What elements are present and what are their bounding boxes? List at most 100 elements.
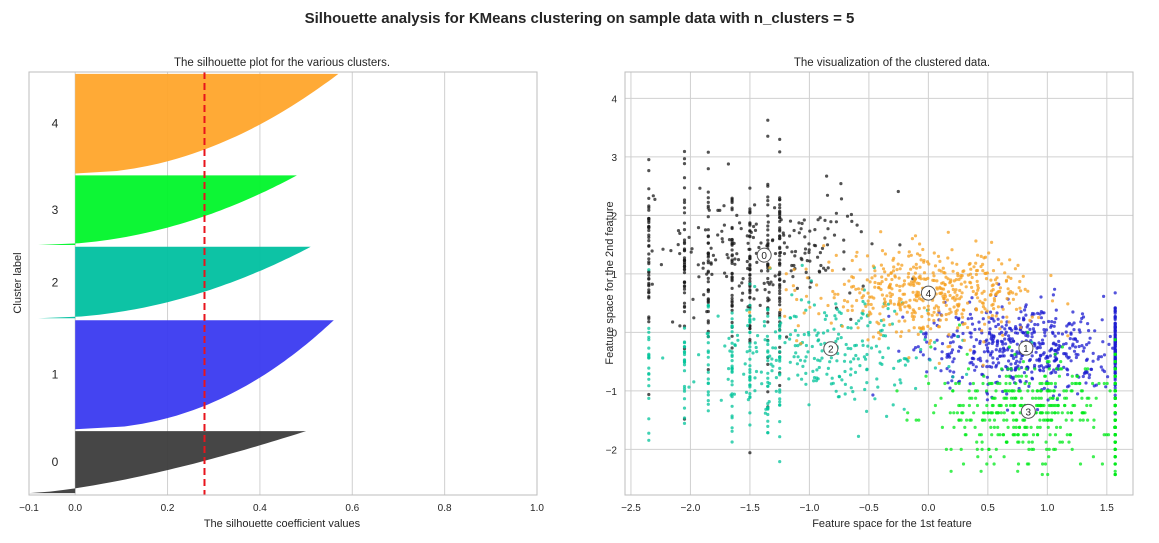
scatter-point-cluster-3 xyxy=(1029,425,1033,429)
scatter-point-cluster-4 xyxy=(924,277,928,281)
scatter-point-cluster-3 xyxy=(1091,381,1095,386)
scatter-point-cluster-0 xyxy=(706,259,710,263)
scatter-point-cluster-1 xyxy=(1108,334,1112,339)
scatter-point-cluster-0 xyxy=(842,238,846,242)
scatter-point-cluster-2 xyxy=(730,370,734,374)
scatter-point-cluster-4 xyxy=(860,287,864,291)
scatter-x-tick-label: −0.5 xyxy=(859,503,879,514)
scatter-point-cluster-2 xyxy=(647,396,651,400)
scatter-point-cluster-3 xyxy=(1097,381,1101,386)
scatter-point-cluster-4 xyxy=(907,356,911,360)
scatter-point-cluster-4 xyxy=(932,306,937,310)
scatter-point-cluster-0 xyxy=(730,226,734,231)
scatter-plot-frame xyxy=(624,71,1134,496)
scatter-point-cluster-0 xyxy=(730,272,734,276)
scatter-point-cluster-0 xyxy=(823,236,827,240)
scatter-point-cluster-3 xyxy=(1039,403,1043,408)
scatter-point-cluster-2 xyxy=(706,349,710,353)
scatter-point-cluster-4 xyxy=(918,265,922,269)
scatter-point-cluster-0 xyxy=(682,198,687,202)
scatter-point-cluster-0 xyxy=(721,240,725,244)
scatter-point-cluster-0 xyxy=(722,223,726,227)
scatter-point-cluster-2 xyxy=(903,363,907,367)
scatter-point-cluster-2 xyxy=(751,351,755,355)
scatter-point-cluster-0 xyxy=(682,211,687,215)
scatter-point-cluster-0 xyxy=(682,186,687,190)
scatter-point-cluster-1 xyxy=(1073,345,1078,349)
scatter-point-cluster-3 xyxy=(1113,396,1117,400)
scatter-x-tick-label: −1.5 xyxy=(740,503,760,514)
scatter-point-cluster-0 xyxy=(839,197,844,201)
scatter-point-cluster-0 xyxy=(706,276,710,280)
scatter-point-cluster-0 xyxy=(682,200,687,205)
scatter-point-cluster-0 xyxy=(678,324,682,328)
scatter-point-cluster-4 xyxy=(1023,287,1027,291)
scatter-point-cluster-0 xyxy=(647,276,651,281)
scatter-point-cluster-0 xyxy=(896,189,900,194)
scatter-point-cluster-2 xyxy=(766,419,770,423)
scatter-point-cluster-1 xyxy=(950,379,954,383)
scatter-point-cluster-2 xyxy=(730,383,734,387)
scatter-point-cluster-2 xyxy=(647,330,651,334)
scatter-point-cluster-0 xyxy=(807,248,811,252)
scatter-point-cluster-4 xyxy=(886,273,890,277)
scatter-point-cluster-2 xyxy=(866,344,870,348)
scatter-point-cluster-2 xyxy=(682,369,687,373)
scatter-point-cluster-1 xyxy=(933,347,937,351)
scatter-point-cluster-3 xyxy=(1046,411,1050,415)
scatter-point-cluster-1 xyxy=(1050,320,1054,324)
scatter-point-cluster-1 xyxy=(1003,337,1007,341)
scatter-point-cluster-0 xyxy=(766,203,770,207)
scatter-point-cluster-3 xyxy=(1007,345,1012,349)
scatter-point-cluster-0 xyxy=(849,317,853,321)
scatter-point-cluster-4 xyxy=(909,283,913,287)
scatter-point-cluster-1 xyxy=(1052,324,1056,328)
scatter-point-cluster-1 xyxy=(913,346,918,350)
scatter-point-cluster-4 xyxy=(946,290,951,294)
scatter-point-cluster-0 xyxy=(755,288,759,292)
scatter-point-cluster-4 xyxy=(819,296,823,300)
scatter-point-cluster-4 xyxy=(878,312,882,316)
scatter-point-cluster-0 xyxy=(647,270,651,275)
scatter-point-cluster-4 xyxy=(817,312,821,316)
scatter-point-cluster-4 xyxy=(902,279,907,283)
scatter-point-cluster-4 xyxy=(832,296,836,300)
scatter-point-cluster-0 xyxy=(682,284,687,288)
scatter-point-cluster-3 xyxy=(1060,345,1064,349)
scatter-point-cluster-0 xyxy=(766,280,770,284)
scatter-point-cluster-0 xyxy=(690,247,694,251)
scatter-point-cluster-0 xyxy=(682,287,687,291)
scatter-point-cluster-3 xyxy=(1004,389,1008,393)
scatter-point-cluster-4 xyxy=(976,283,980,287)
scatter-point-cluster-1 xyxy=(970,322,975,326)
scatter-point-cluster-1 xyxy=(919,350,923,354)
scatter-point-cluster-1 xyxy=(1085,343,1089,347)
scatter-point-cluster-4 xyxy=(987,251,991,255)
scatter-point-cluster-4 xyxy=(922,260,926,264)
scatter-point-cluster-0 xyxy=(647,281,651,285)
scatter-point-cluster-3 xyxy=(1052,389,1056,393)
scatter-point-cluster-2 xyxy=(896,359,901,363)
scatter-point-cluster-0 xyxy=(647,228,651,233)
scatter-point-cluster-0 xyxy=(647,235,651,239)
scatter-point-cluster-4 xyxy=(981,305,985,309)
scatter-point-cluster-2 xyxy=(755,350,759,354)
scatter-point-cluster-4 xyxy=(877,331,881,335)
scatter-point-cluster-2 xyxy=(733,343,737,348)
scatter-point-cluster-2 xyxy=(730,440,734,444)
scatter-point-cluster-0 xyxy=(766,242,770,247)
scatter-point-cluster-4 xyxy=(858,268,862,272)
scatter-point-cluster-2 xyxy=(891,403,895,407)
scatter-point-cluster-0 xyxy=(647,291,651,295)
scatter-point-cluster-3 xyxy=(1039,389,1043,393)
scatter-point-cluster-0 xyxy=(730,248,734,252)
scatter-point-cluster-0 xyxy=(748,207,752,211)
scatter-point-cluster-4 xyxy=(917,297,922,301)
scatter-point-cluster-1 xyxy=(1037,364,1041,368)
scatter-point-cluster-1 xyxy=(961,331,965,336)
scatter-point-cluster-2 xyxy=(854,343,858,347)
scatter-point-cluster-2 xyxy=(706,363,710,367)
scatter-point-cluster-4 xyxy=(850,275,854,279)
scatter-point-cluster-4 xyxy=(932,310,936,314)
scatter-point-cluster-0 xyxy=(647,315,651,319)
